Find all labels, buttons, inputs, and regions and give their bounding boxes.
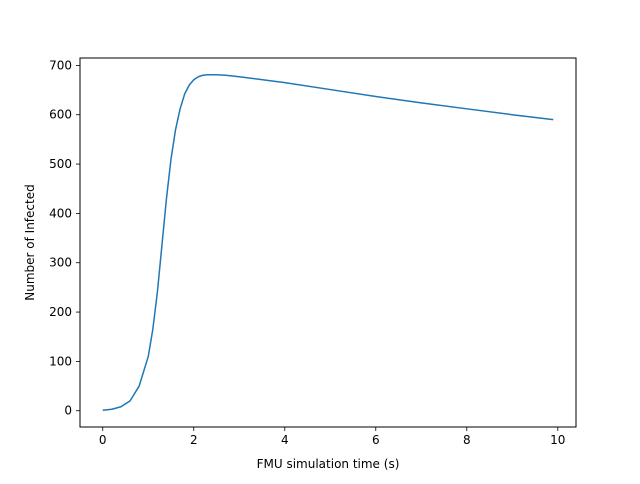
y-tick-label: 100	[49, 354, 72, 368]
x-tick-label: 8	[463, 433, 471, 447]
y-tick-label: 400	[49, 206, 72, 220]
series-line-0	[102, 74, 554, 411]
y-tick-label: 200	[49, 305, 72, 319]
y-axis-label: Number of Infected	[23, 184, 37, 300]
plot-area	[102, 74, 554, 411]
x-tick-label: 2	[190, 433, 198, 447]
x-tick-label: 4	[281, 433, 289, 447]
x-tick-label: 10	[550, 433, 565, 447]
y-tick-label: 0	[64, 404, 72, 418]
y-tick-label: 600	[49, 108, 72, 122]
y-tick-label: 500	[49, 157, 72, 171]
axes-frame	[79, 57, 577, 428]
y-tick-label: 300	[49, 256, 72, 270]
y-tick-label: 700	[49, 58, 72, 72]
x-tick-label: 0	[99, 433, 107, 447]
x-tick-label: 6	[372, 433, 380, 447]
x-axis-label: FMU simulation time (s)	[257, 457, 400, 471]
